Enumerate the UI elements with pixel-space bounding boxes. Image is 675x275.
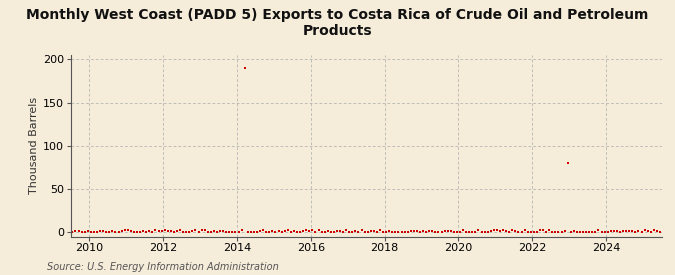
- Text: Source: U.S. Energy Information Administration: Source: U.S. Energy Information Administ…: [47, 262, 279, 272]
- Text: Monthly West Coast (PADD 5) Exports to Costa Rica of Crude Oil and Petroleum Pro: Monthly West Coast (PADD 5) Exports to C…: [26, 8, 649, 38]
- Y-axis label: Thousand Barrels: Thousand Barrels: [28, 97, 38, 194]
